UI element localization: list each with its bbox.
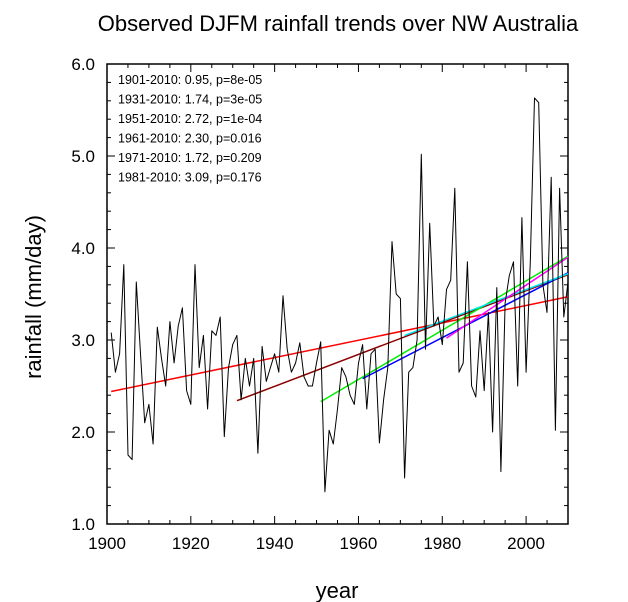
trend-annotation: 1931-2010: 1.74, p=3e-05 [118,93,262,107]
trend-line-1971-2010 [404,273,569,337]
x-tick-label: 1900 [88,534,126,553]
trend-line-1981-2010 [446,256,569,339]
trend-line-1901-2010 [111,296,569,393]
x-tick-label: 2000 [507,534,545,553]
y-tick-label: 6.0 [71,55,95,74]
x-tick-labels: 1900 1920 1940 1960 1980 2000 [88,534,545,553]
y-tick-label: 2.0 [71,423,95,442]
y-tick-label: 3.0 [71,331,95,350]
y-tick-labels: 1.0 2.0 3.0 4.0 5.0 6.0 [71,55,95,534]
trend-lines [111,255,569,403]
y-axis-title: rainfall (mm/day) [21,215,46,379]
trend-annotations: 1901-2010: 0.95, p=8e-05 1931-2010: 1.74,… [118,73,262,185]
rainfall-series [110,97,569,493]
trend-annotation: 1981-2010: 3.09, p=0.176 [118,171,262,185]
x-tick-label: 1960 [340,534,378,553]
trend-line-1951-2010 [320,255,569,403]
trend-annotation: 1971-2010: 1.72, p=0.209 [118,151,262,165]
x-axis-title: year [316,578,359,602]
trend-annotation: 1961-2010: 2.30, p=0.016 [118,132,262,146]
trend-annotation: 1951-2010: 2.72, p=1e-04 [118,112,262,126]
y-tick-label: 4.0 [71,239,95,258]
chart-title: Observed DJFM rainfall trends over NW Au… [98,11,579,36]
trend-annotation: 1901-2010: 0.95, p=8e-05 [118,73,262,87]
rainfall-line [110,97,569,493]
y-tick-label: 1.0 [71,515,95,534]
x-tick-label: 1920 [172,534,210,553]
x-tick-label: 1980 [423,534,461,553]
y-tick-label: 5.0 [71,147,95,166]
trend-line-1931-2010 [236,273,569,402]
x-tick-label: 1940 [256,534,294,553]
